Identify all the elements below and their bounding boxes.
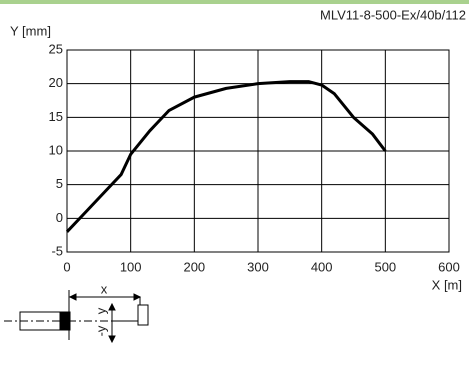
diagram-neg-y-label: -y (93, 325, 108, 336)
y-tick-label: -5 (51, 243, 63, 258)
x-tick-label: 200 (183, 259, 205, 274)
y-tick-label: 0 (56, 210, 63, 225)
y-arrow-heads (108, 302, 116, 344)
y-tick-label: 10 (49, 142, 63, 157)
y-axis-label: Y [mm] (10, 23, 51, 38)
top-bar (0, 0, 469, 4)
y-tick-label: 15 (49, 109, 63, 124)
diagram (4, 290, 149, 344)
x-tick-label: 300 (247, 259, 269, 274)
sensor-head (59, 311, 71, 331)
x-tick-label: 600 (438, 259, 460, 274)
x-tick-label: 0 (63, 259, 70, 274)
diagram-y-label: y (93, 307, 108, 314)
chart-title: MLV11-8-500-Ex/40b/112 (320, 7, 466, 22)
y-tick-label: 20 (49, 75, 63, 90)
y-tick-label: 5 (56, 176, 63, 191)
diagram-x-label: x (101, 281, 108, 296)
x-tick-label: 100 (120, 259, 142, 274)
y-tick-label: 25 (49, 41, 63, 56)
x-axis-label: X [m] (432, 277, 462, 292)
x-tick-label: 500 (374, 259, 396, 274)
x-arrow-heads (68, 293, 142, 301)
data-line (65, 80, 387, 233)
x-tick-label: 400 (311, 259, 333, 274)
reflector (137, 304, 149, 326)
